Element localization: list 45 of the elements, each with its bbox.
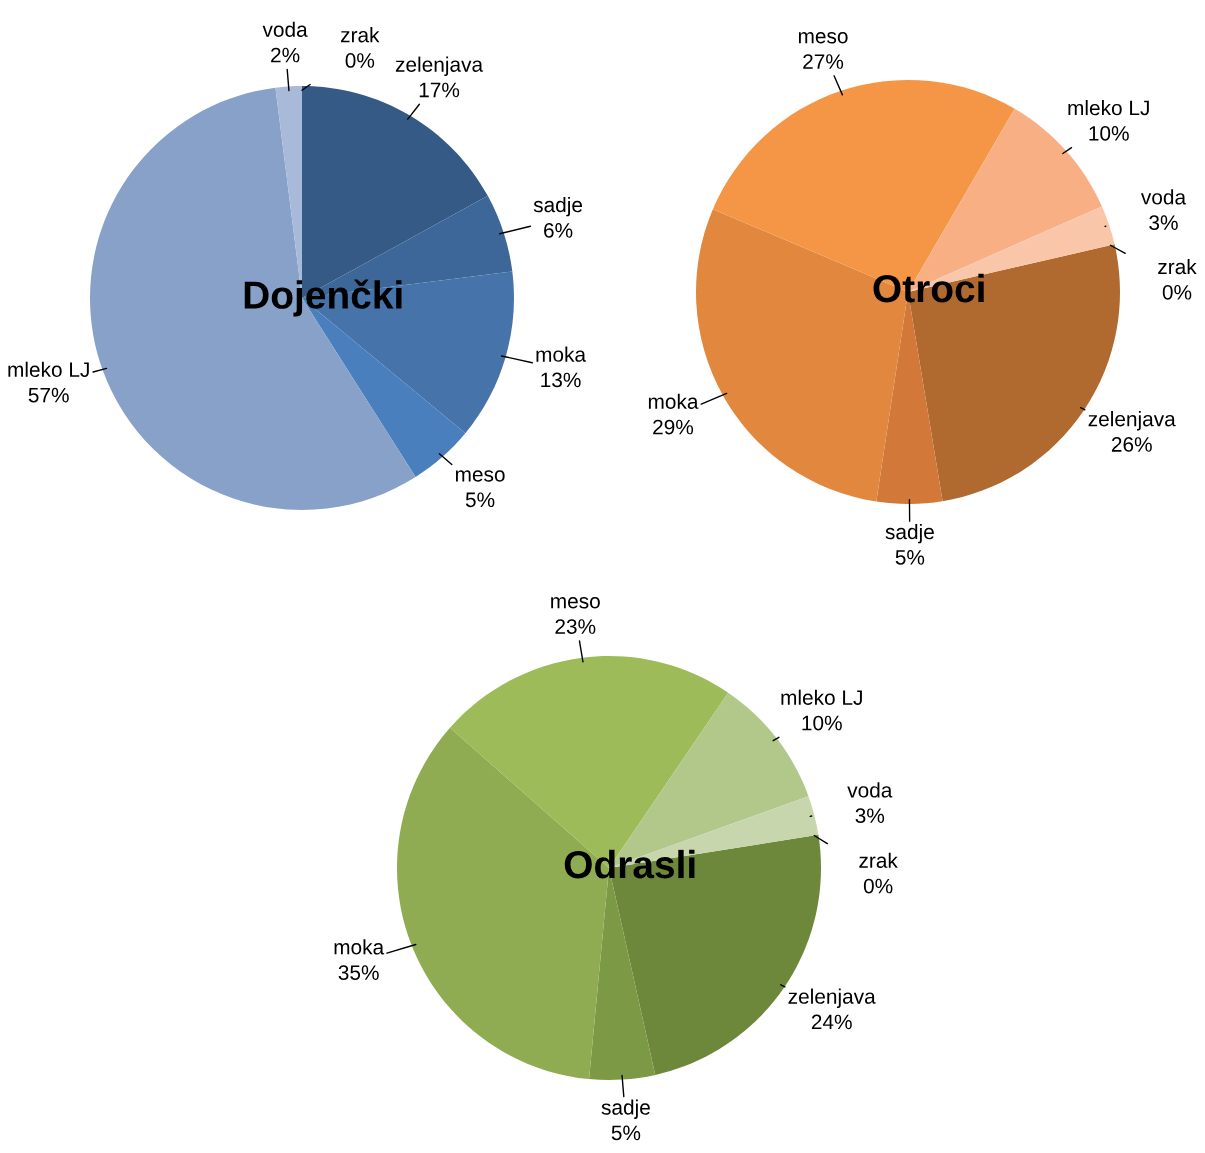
slice-label: mleko LJ <box>781 689 862 705</box>
text: Dojenčki <box>244 279 402 317</box>
slice-label: moka <box>334 939 385 955</box>
data-label: 3% <box>855 808 885 824</box>
slice-label: moka <box>536 346 587 362</box>
text: 0% <box>345 53 375 68</box>
data-label: 26% <box>1111 437 1152 452</box>
slice-label: voda <box>262 21 308 37</box>
slice-label: voda <box>1140 189 1187 205</box>
category-label: zrak <box>859 852 898 868</box>
data-label: 6% <box>544 222 573 238</box>
slice-label: sadje <box>533 196 583 217</box>
data-label: 5% <box>465 492 495 508</box>
slice-label: sadje <box>885 523 934 544</box>
data-label: 5% <box>611 1125 641 1141</box>
category-label: zrak <box>340 27 380 43</box>
text: Otroci <box>873 273 984 303</box>
slice-label: zelenjava <box>1088 411 1176 431</box>
data-label: 35% <box>338 965 379 980</box>
slice-label: meso <box>551 597 600 609</box>
slice-label: meso <box>455 470 505 482</box>
data-label: 10% <box>802 715 842 731</box>
text: Odrasli <box>564 849 695 879</box>
data-label: 3% <box>1149 215 1178 231</box>
slice-label: meso <box>798 32 848 44</box>
data-label: 13% <box>541 372 581 388</box>
data-label: 17% <box>419 82 460 98</box>
data-label: 27% <box>803 54 844 69</box>
category-label: zrak <box>1158 258 1197 275</box>
text: 0% <box>863 878 893 894</box>
slice-label: mleko LJ <box>1068 99 1149 116</box>
slice-label: moka <box>648 393 699 409</box>
data-label: 2% <box>271 47 300 63</box>
data-label: 57% <box>28 387 69 403</box>
slice-label: voda <box>847 782 893 798</box>
slice-label: zelenjava <box>788 988 876 1008</box>
slice-label: zelenjava <box>395 56 484 77</box>
data-label: 5% <box>895 550 925 565</box>
data-label: 29% <box>653 419 694 435</box>
slice-label: mleko LJ <box>8 361 89 378</box>
slice-label: sadje <box>601 1099 650 1119</box>
text: 0% <box>1162 284 1192 300</box>
data-label: 10% <box>1089 126 1129 141</box>
data-label: 24% <box>811 1014 852 1030</box>
data-label: 23% <box>555 619 596 634</box>
